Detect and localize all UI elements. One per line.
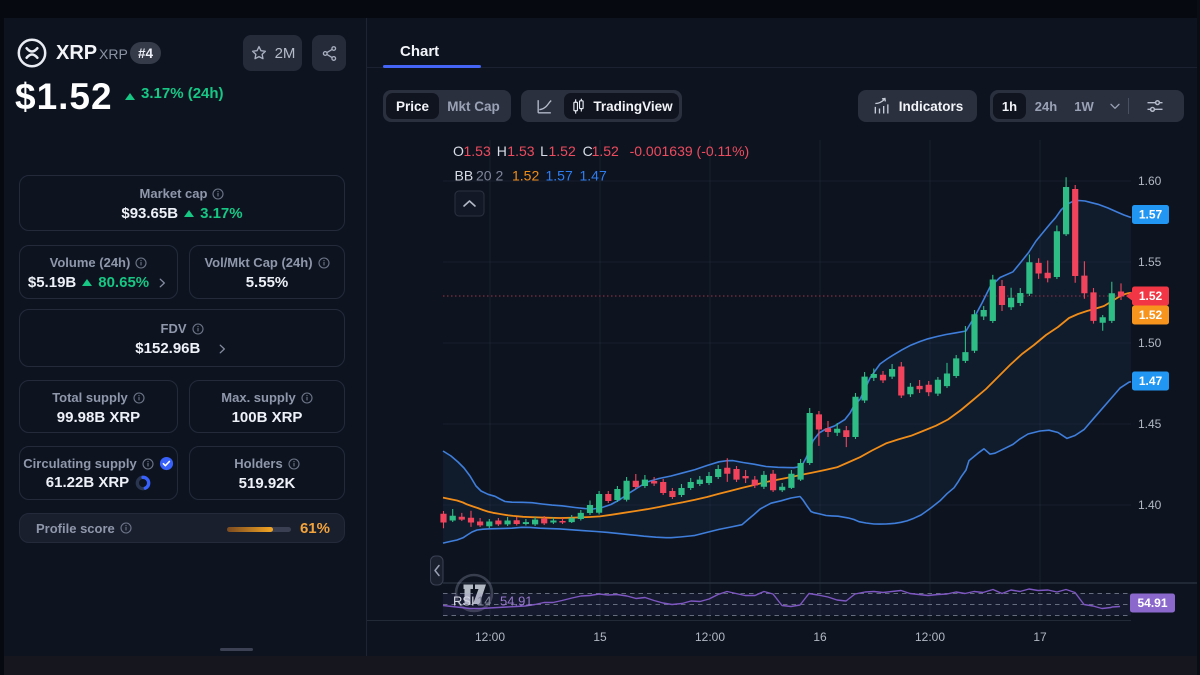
- svg-text:1.53: 1.53: [464, 143, 491, 159]
- svg-text:-0.001639 (-0.11%): -0.001639 (-0.11%): [630, 143, 750, 159]
- svg-text:1.52: 1.52: [1139, 308, 1163, 322]
- svg-text:15: 15: [593, 630, 607, 644]
- svg-text:1.47: 1.47: [1139, 374, 1163, 388]
- svg-text:O: O: [453, 143, 464, 159]
- svg-text:54.91: 54.91: [1137, 596, 1167, 610]
- svg-text:RSI: RSI: [453, 594, 475, 609]
- svg-text:12:00: 12:00: [475, 630, 505, 644]
- svg-text:1.60: 1.60: [1138, 174, 1162, 188]
- svg-text:1.47: 1.47: [580, 168, 607, 184]
- svg-text:1.57: 1.57: [546, 168, 573, 184]
- svg-text:1.52: 1.52: [512, 168, 539, 184]
- svg-text:1.55: 1.55: [1138, 255, 1162, 269]
- svg-text:17: 17: [1033, 630, 1047, 644]
- svg-text:H: H: [497, 143, 507, 159]
- svg-text:54.91: 54.91: [500, 594, 533, 609]
- svg-text:12:00: 12:00: [915, 630, 945, 644]
- svg-text:1.45: 1.45: [1138, 417, 1162, 431]
- svg-text:1.50: 1.50: [1138, 336, 1162, 350]
- svg-text:BB: BB: [455, 168, 474, 184]
- svg-text:14: 14: [477, 594, 491, 609]
- svg-text:12:00: 12:00: [695, 630, 725, 644]
- svg-text:2: 2: [496, 168, 504, 184]
- svg-text:L: L: [540, 143, 548, 159]
- svg-text:1.52: 1.52: [549, 143, 576, 159]
- svg-text:1.52: 1.52: [592, 143, 619, 159]
- svg-text:1.57: 1.57: [1139, 208, 1163, 222]
- svg-text:1.40: 1.40: [1138, 498, 1162, 512]
- svg-text:1.52: 1.52: [1139, 289, 1163, 303]
- svg-text:1.53: 1.53: [507, 143, 534, 159]
- svg-text:16: 16: [813, 630, 827, 644]
- svg-text:20: 20: [476, 168, 492, 184]
- svg-text:C: C: [583, 143, 593, 159]
